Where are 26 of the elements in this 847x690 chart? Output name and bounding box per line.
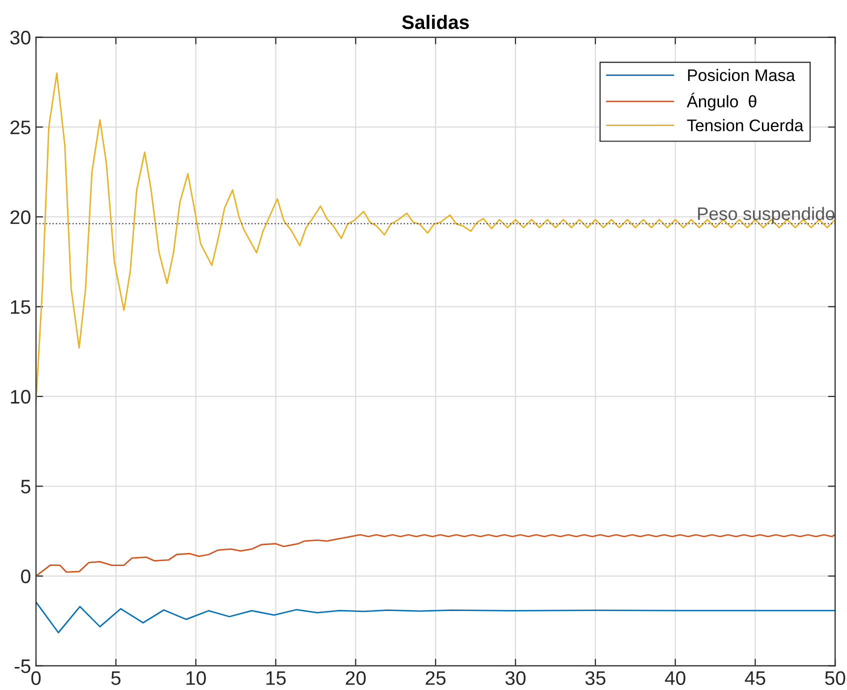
x-tick-label: 50	[825, 671, 846, 685]
x-tick-label: 45	[744, 671, 766, 685]
x-tick-label: 0	[31, 671, 41, 685]
x-tick-label: 20	[346, 671, 366, 685]
legend-label: Ángulo θ	[686, 92, 756, 111]
y-tick-label: 15	[10, 300, 30, 314]
y-tick-label: 0	[21, 570, 30, 584]
line-series	[36, 601, 836, 634]
x-tick-label: 15	[266, 671, 286, 685]
x-tick-label: 5	[111, 671, 121, 685]
x-tick-label: 40	[664, 671, 686, 685]
y-tick-label: 10	[10, 390, 30, 404]
legend-label: Tension Cuerda	[687, 119, 804, 132]
y-tick-label: 5	[21, 480, 30, 494]
ref-line-label: Peso suspendido	[698, 206, 834, 224]
x-tick-label: 30	[505, 671, 526, 685]
y-tick-label: -5	[14, 660, 30, 674]
x-tick-label: 10	[186, 671, 206, 685]
chart-title: Salidas	[402, 14, 469, 30]
y-tick-label: 30	[10, 30, 30, 44]
legend-label: Posicion Masa	[688, 68, 796, 82]
x-tick-label: 35	[585, 671, 606, 685]
x-tick-label: 25	[426, 671, 446, 685]
line-series	[36, 534, 836, 577]
y-tick-label: 20	[10, 210, 30, 224]
y-tick-label: 25	[10, 120, 30, 134]
